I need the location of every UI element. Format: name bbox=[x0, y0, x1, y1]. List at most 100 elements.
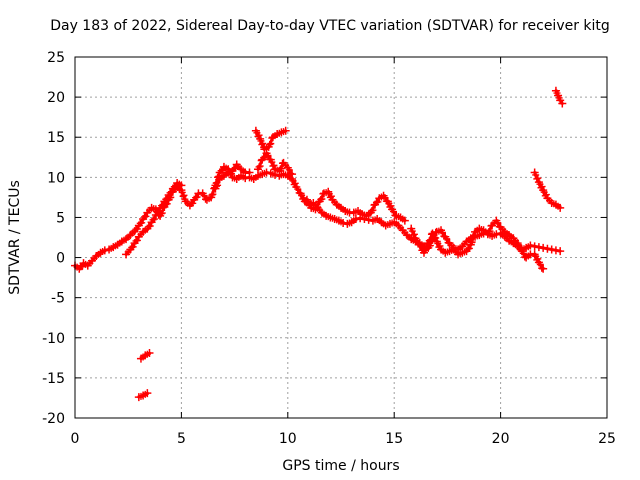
y-tick-label: -15 bbox=[42, 371, 65, 387]
data-marker bbox=[78, 263, 86, 271]
data-marker bbox=[322, 189, 330, 197]
data-marker bbox=[555, 94, 563, 102]
data-marker bbox=[374, 198, 382, 206]
data-marker bbox=[269, 170, 277, 178]
data-marker bbox=[277, 165, 285, 173]
x-tick-label: 20 bbox=[492, 431, 510, 447]
data-marker bbox=[128, 229, 136, 237]
data-marker bbox=[266, 140, 274, 148]
data-marker bbox=[222, 170, 230, 178]
data-marker bbox=[141, 390, 149, 398]
series-upper-branch-a bbox=[211, 160, 254, 193]
data-marker bbox=[524, 243, 532, 251]
data-marker bbox=[172, 182, 180, 190]
data-marker bbox=[137, 230, 145, 238]
data-marker bbox=[129, 243, 137, 251]
data-marker bbox=[318, 195, 326, 203]
data-marker bbox=[343, 208, 351, 216]
data-marker bbox=[275, 129, 283, 137]
data-marker bbox=[222, 164, 230, 172]
chart-title: Day 183 of 2022, Sidereal Day-to-day VTE… bbox=[50, 18, 610, 34]
data-marker bbox=[239, 173, 247, 181]
data-marker bbox=[465, 244, 473, 252]
data-marker bbox=[146, 222, 154, 230]
data-marker bbox=[305, 201, 313, 209]
data-point bbox=[551, 246, 560, 255]
data-marker bbox=[538, 264, 546, 272]
x-axis-label: GPS time / hours bbox=[282, 458, 399, 474]
data-marker bbox=[150, 215, 158, 223]
data-marker bbox=[282, 161, 290, 169]
series-late-branch bbox=[407, 216, 548, 273]
data-marker bbox=[443, 235, 451, 243]
x-tick-label: 15 bbox=[385, 431, 403, 447]
data-marker bbox=[365, 210, 373, 218]
data-marker bbox=[209, 190, 217, 198]
data-marker bbox=[181, 195, 189, 203]
data-point bbox=[543, 244, 552, 253]
data-marker bbox=[82, 260, 90, 268]
series-upper-branch-b bbox=[302, 187, 409, 225]
data-marker bbox=[541, 192, 549, 200]
data-marker bbox=[534, 174, 542, 182]
data-marker bbox=[153, 209, 161, 217]
data-marker bbox=[435, 227, 443, 235]
data-marker bbox=[356, 209, 364, 217]
data-marker bbox=[231, 174, 239, 182]
data-marker bbox=[369, 206, 377, 214]
data-marker bbox=[287, 170, 295, 178]
data-marker bbox=[425, 237, 433, 245]
data-marker bbox=[486, 227, 494, 235]
data-marker bbox=[116, 239, 124, 247]
data-marker bbox=[536, 261, 544, 269]
series-peak-branch bbox=[251, 126, 290, 154]
data-marker bbox=[175, 180, 183, 188]
data-marker bbox=[137, 392, 145, 400]
data-marker bbox=[422, 246, 430, 254]
data-marker bbox=[290, 181, 298, 189]
data-marker bbox=[495, 223, 503, 231]
data-marker bbox=[99, 248, 107, 256]
series-top-right-cluster bbox=[551, 86, 567, 108]
data-marker bbox=[375, 217, 383, 225]
x-tick-label: 10 bbox=[279, 431, 297, 447]
data-marker bbox=[294, 185, 302, 193]
data-marker bbox=[327, 192, 335, 200]
data-marker bbox=[517, 244, 525, 252]
data-point bbox=[530, 242, 539, 251]
data-marker bbox=[394, 213, 402, 221]
data-marker bbox=[159, 201, 167, 209]
y-tick-label: -5 bbox=[51, 291, 65, 307]
data-marker bbox=[388, 219, 396, 227]
data-marker bbox=[405, 233, 413, 241]
data-marker bbox=[200, 192, 208, 200]
data-marker bbox=[389, 208, 397, 216]
data-point bbox=[556, 247, 565, 256]
data-marker bbox=[107, 244, 115, 252]
data-marker bbox=[141, 226, 149, 234]
data-marker bbox=[380, 220, 388, 228]
data-marker bbox=[309, 205, 317, 213]
data-marker bbox=[533, 256, 541, 264]
data-marker bbox=[124, 233, 132, 241]
data-marker bbox=[145, 206, 153, 214]
y-tick-label: 25 bbox=[47, 50, 65, 66]
y-axis-label: SDTVAR / TECUs bbox=[7, 180, 23, 295]
series-descending-tail bbox=[530, 168, 565, 212]
data-marker bbox=[381, 194, 389, 202]
grid-layer bbox=[75, 57, 607, 418]
data-marker bbox=[371, 216, 379, 224]
data-marker bbox=[267, 140, 275, 148]
data-marker bbox=[259, 139, 267, 147]
data-marker bbox=[503, 229, 511, 237]
data-marker bbox=[386, 203, 394, 211]
data-marker bbox=[435, 243, 443, 251]
data-marker bbox=[524, 252, 532, 260]
y-tick-label: 20 bbox=[47, 90, 65, 106]
y-tick-label: 5 bbox=[56, 210, 65, 226]
data-point bbox=[547, 245, 556, 254]
data-marker bbox=[256, 162, 264, 170]
y-tick-label: -20 bbox=[42, 411, 65, 427]
data-marker bbox=[443, 248, 451, 256]
